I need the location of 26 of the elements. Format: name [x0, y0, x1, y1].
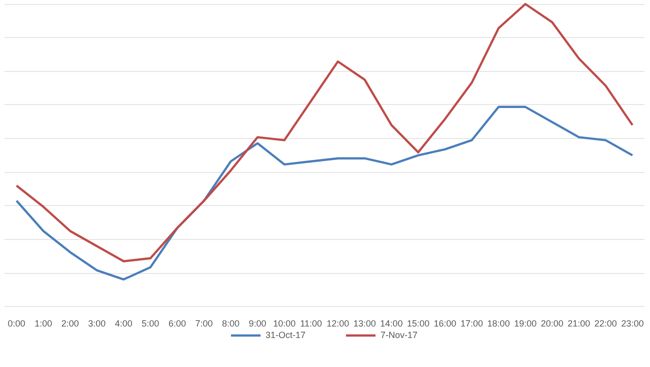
x-tick-label: 20:00 — [540, 318, 564, 329]
x-tick-label: 3:00 — [88, 318, 106, 329]
x-tick-label: 4:00 — [114, 318, 132, 329]
x-tick-label: 15:00 — [406, 318, 430, 329]
x-tick-label: 1:00 — [34, 318, 52, 329]
x-tick-label: 8:00 — [222, 318, 240, 329]
legend-label: 7-Nov-17 — [380, 330, 418, 340]
legend-label: 31-Oct-17 — [265, 330, 306, 340]
x-tick-label: 9:00 — [248, 318, 266, 329]
x-tick-label: 11:00 — [300, 318, 322, 329]
x-tick-label: 13:00 — [353, 318, 376, 329]
x-tick-label: 18:00 — [487, 318, 510, 329]
x-tick-label: 0:00 — [8, 318, 26, 329]
x-tick-label: 17:00 — [460, 318, 484, 329]
x-tick-label: 2:00 — [61, 318, 79, 329]
x-tick-label: 16:00 — [434, 318, 456, 329]
x-tick-label: 14:00 — [380, 318, 403, 329]
x-tick-label: 19:00 — [514, 318, 537, 329]
x-tick-label: 7:00 — [195, 318, 213, 329]
x-tick-label: 21:00 — [568, 318, 590, 329]
x-tick-label: 22:00 — [594, 318, 617, 329]
x-tick-label: 12:00 — [326, 318, 350, 329]
x-tick-label: 6:00 — [168, 318, 186, 329]
x-tick-label: 10:00 — [273, 318, 296, 329]
x-tick-label: 23:00 — [621, 318, 644, 329]
x-tick-label: 5:00 — [142, 318, 160, 329]
